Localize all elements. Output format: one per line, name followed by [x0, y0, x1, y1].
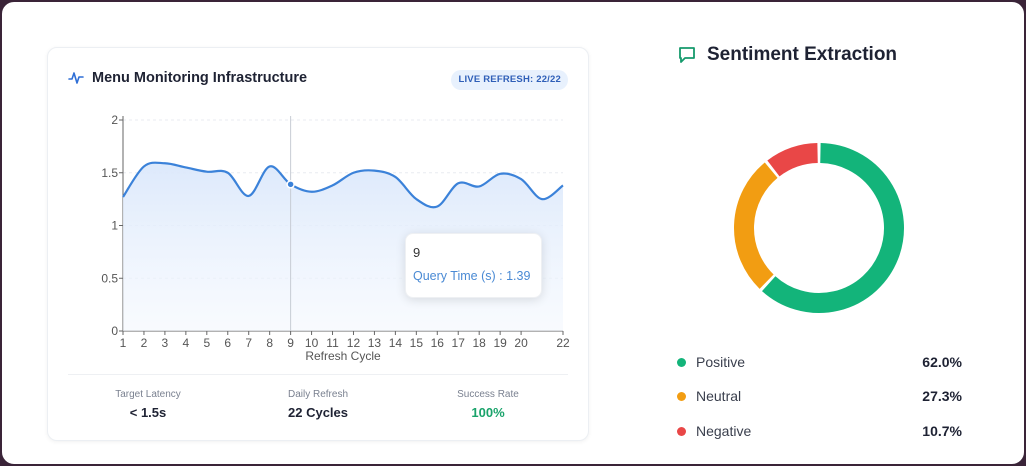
active-point[interactable] [286, 180, 295, 189]
legend-label: Positive [696, 354, 746, 370]
x-tick-label: 1 [120, 336, 127, 350]
stat-success-rate: Success Rate 100% [418, 389, 558, 420]
query-time-chart[interactable]: 00.511.521 2 3 4 5 6 7 8 9 10 11 12 13 14 15 16 17 18 19 20… [48, 48, 588, 378]
stat-value: 22 Cycles [288, 405, 348, 420]
y-tick-label: 1 [111, 219, 118, 233]
legend-value: 27.3% [922, 388, 962, 404]
x-tick-label: 7 [245, 336, 252, 350]
stat-label: Daily Refresh [287, 389, 349, 400]
chart-tooltip: 9 Query Time (s) : 1.39 [405, 233, 542, 298]
stat-value: < 1.5s [129, 405, 167, 420]
y-tick-label: 1.5 [101, 166, 118, 180]
x-tick-label: 22 [556, 336, 570, 350]
x-tick-label: 18 [473, 336, 487, 350]
x-tick-label: 20 [514, 336, 528, 350]
chat-bubble-icon [679, 47, 695, 63]
sentiment-donut-chart[interactable] [652, 116, 987, 316]
sentiment-header: Sentiment Extraction [677, 44, 897, 66]
live-refresh-badge: LIVE REFRESH: 22/22 [451, 70, 568, 90]
activity-icon [68, 72, 84, 84]
tooltip-title: 9 [413, 245, 421, 260]
x-tick-label: 15 [410, 336, 424, 350]
x-tick-label: 19 [493, 336, 507, 350]
x-tick-label: 10 [305, 336, 319, 350]
monitoring-header: Menu Monitoring Infrastructure [68, 70, 307, 86]
legend-value: 62.0% [922, 354, 962, 370]
monitoring-title: Menu Monitoring Infrastructure [92, 70, 308, 86]
legend-dot [677, 357, 686, 367]
series-line [122, 161, 564, 209]
x-tick-label: 6 [224, 336, 231, 350]
legend-item-negative: Negative 10.7% [677, 419, 962, 443]
x-tick-label: 3 [162, 336, 169, 350]
sentiment-card: Sentiment Extraction Positive 62.0% Neut… [652, 16, 987, 464]
stats-row: Target Latency < 1.5s Daily Refresh 22 C… [68, 374, 568, 435]
stat-target-latency: Target Latency < 1.5s [78, 389, 218, 420]
sentiment-title: Sentiment Extraction [707, 44, 898, 65]
legend-label: Negative [696, 423, 752, 439]
x-tick-label: 4 [183, 336, 190, 350]
x-tick-label: 14 [389, 336, 403, 350]
legend-item-neutral: Neutral 27.3% [677, 384, 962, 408]
x-tick-label: 13 [368, 336, 382, 350]
x-tick-label: 2 [141, 336, 148, 350]
x-tick-label: 16 [431, 336, 445, 350]
tooltip-value: Query Time (s) : 1.39 [413, 269, 531, 283]
x-tick-label: 12 [347, 336, 361, 350]
x-tick-label: 9 [287, 336, 294, 350]
x-tick-label: 17 [452, 336, 466, 350]
x-tick-label: 8 [266, 336, 273, 350]
donut-slice-negative[interactable] [767, 143, 819, 177]
legend-item-positive: Positive 62.0% [677, 350, 962, 374]
y-tick-label: 0.5 [101, 271, 118, 285]
legend-value: 10.7% [922, 423, 962, 439]
x-axis-label: Refresh Cycle [305, 349, 381, 363]
y-tick-label: 0 [111, 324, 118, 338]
legend-dot [677, 391, 686, 401]
legend-label: Neutral [696, 388, 742, 404]
stat-value: 100% [471, 405, 505, 420]
stat-label: Success Rate [457, 389, 519, 400]
donut-slice-positive[interactable] [762, 143, 904, 313]
legend-dot [677, 426, 686, 436]
x-tick-label: 5 [203, 336, 210, 350]
stat-label: Target Latency [115, 389, 181, 400]
stat-daily-refresh: Daily Refresh 22 Cycles [248, 389, 388, 420]
x-tick-label: 11 [326, 336, 339, 350]
donut-slice-neutral[interactable] [734, 162, 778, 289]
monitoring-card: Menu Monitoring Infrastructure LIVE REFR… [47, 47, 589, 441]
y-tick-label: 2 [111, 113, 118, 127]
